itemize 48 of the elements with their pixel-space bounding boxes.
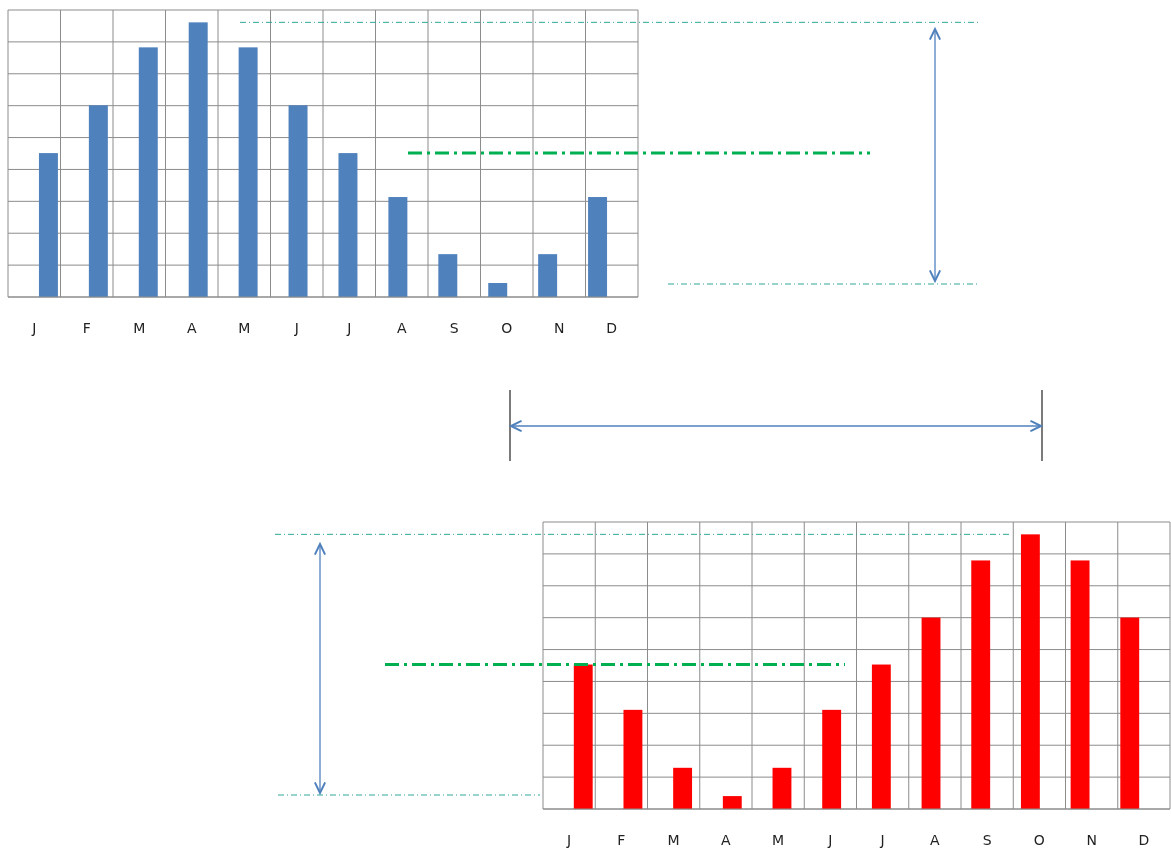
- bar: [88, 105, 108, 297]
- x-tick-label: A: [721, 832, 732, 848]
- bar: [38, 153, 58, 297]
- x-tick-label: D: [606, 320, 618, 336]
- x-tick-label: J: [346, 320, 352, 336]
- bar: [238, 47, 258, 297]
- x-tick-label: M: [238, 320, 251, 336]
- bar: [971, 560, 991, 809]
- x-tick-label: O: [1033, 832, 1045, 848]
- x-tick-label: A: [186, 320, 197, 336]
- bar: [623, 709, 643, 809]
- bar: [573, 664, 593, 809]
- bar: [388, 197, 408, 297]
- bar: [188, 22, 208, 297]
- bar: [538, 254, 558, 297]
- x-tick-label: J: [827, 832, 833, 848]
- x-tick-label: M: [772, 832, 785, 848]
- bar: [871, 664, 891, 809]
- x-tick-label: D: [1138, 832, 1150, 848]
- bar: [488, 282, 508, 297]
- x-tick-label: S: [982, 832, 992, 848]
- bar: [722, 796, 742, 809]
- x-tick-label: M: [667, 832, 680, 848]
- x-tick-label: J: [879, 832, 885, 848]
- bar: [921, 617, 941, 809]
- bar: [772, 767, 792, 809]
- x-tick-label: O: [501, 320, 513, 336]
- bar: [588, 197, 608, 297]
- x-tick-label: A: [930, 832, 941, 848]
- x-tick-label: N: [1086, 832, 1097, 848]
- x-tick-label: J: [31, 320, 37, 336]
- bar: [438, 254, 458, 297]
- x-tick-label: N: [554, 320, 565, 336]
- bar: [822, 709, 842, 809]
- x-tick-label: A: [396, 320, 407, 336]
- x-tick-label: J: [293, 320, 299, 336]
- bar: [673, 767, 693, 809]
- bar: [1070, 560, 1090, 809]
- x-tick-label: M: [133, 320, 146, 336]
- x-tick-label: F: [617, 832, 626, 848]
- x-tick-label: J: [566, 832, 572, 848]
- x-tick-label: S: [449, 320, 459, 336]
- bar: [288, 105, 308, 297]
- x-tick-label: F: [82, 320, 91, 336]
- bar: [1020, 534, 1040, 809]
- bar: [138, 47, 158, 297]
- bar: [1120, 617, 1140, 809]
- bar: [338, 153, 358, 297]
